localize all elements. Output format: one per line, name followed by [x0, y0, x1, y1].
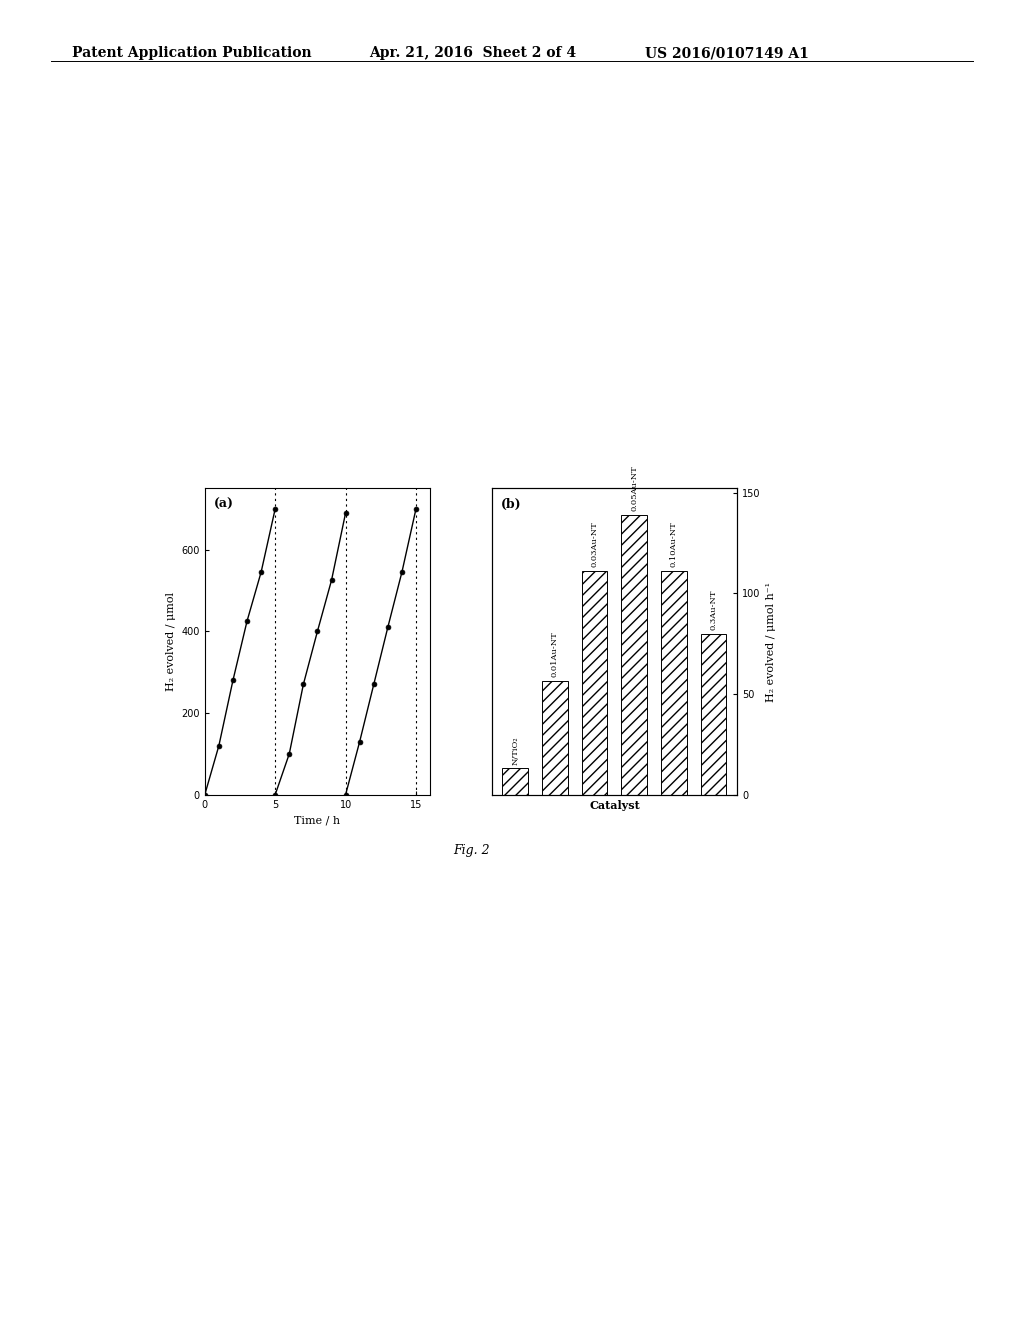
Text: 0.10Au-NT: 0.10Au-NT	[670, 521, 678, 568]
Text: 0.05Au-NT: 0.05Au-NT	[630, 466, 638, 511]
Bar	[622, 515, 647, 795]
X-axis label: Catalyst: Catalyst	[589, 800, 640, 812]
Text: 0.3Au-NT: 0.3Au-NT	[710, 590, 718, 630]
Bar	[660, 570, 687, 795]
Text: Patent Application Publication: Patent Application Publication	[72, 46, 311, 61]
Bar	[582, 570, 607, 795]
Text: Fig. 2: Fig. 2	[453, 843, 489, 857]
Text: 0.01Au-NT: 0.01Au-NT	[551, 632, 559, 677]
Bar	[700, 634, 726, 795]
Text: 0.03Au-NT: 0.03Au-NT	[591, 521, 599, 568]
Text: US 2016/0107149 A1: US 2016/0107149 A1	[645, 46, 809, 61]
Text: Apr. 21, 2016  Sheet 2 of 4: Apr. 21, 2016 Sheet 2 of 4	[369, 46, 575, 61]
Text: (b): (b)	[502, 498, 522, 511]
Text: (a): (a)	[214, 498, 233, 511]
Text: N/TiO₂: N/TiO₂	[511, 737, 519, 764]
Bar	[503, 768, 528, 795]
Y-axis label: H₂ evolved / μmol h⁻¹: H₂ evolved / μmol h⁻¹	[766, 582, 776, 701]
Y-axis label: H₂ evolved / μmol: H₂ evolved / μmol	[166, 591, 176, 692]
X-axis label: Time / h: Time / h	[294, 814, 341, 825]
Bar	[542, 681, 568, 795]
